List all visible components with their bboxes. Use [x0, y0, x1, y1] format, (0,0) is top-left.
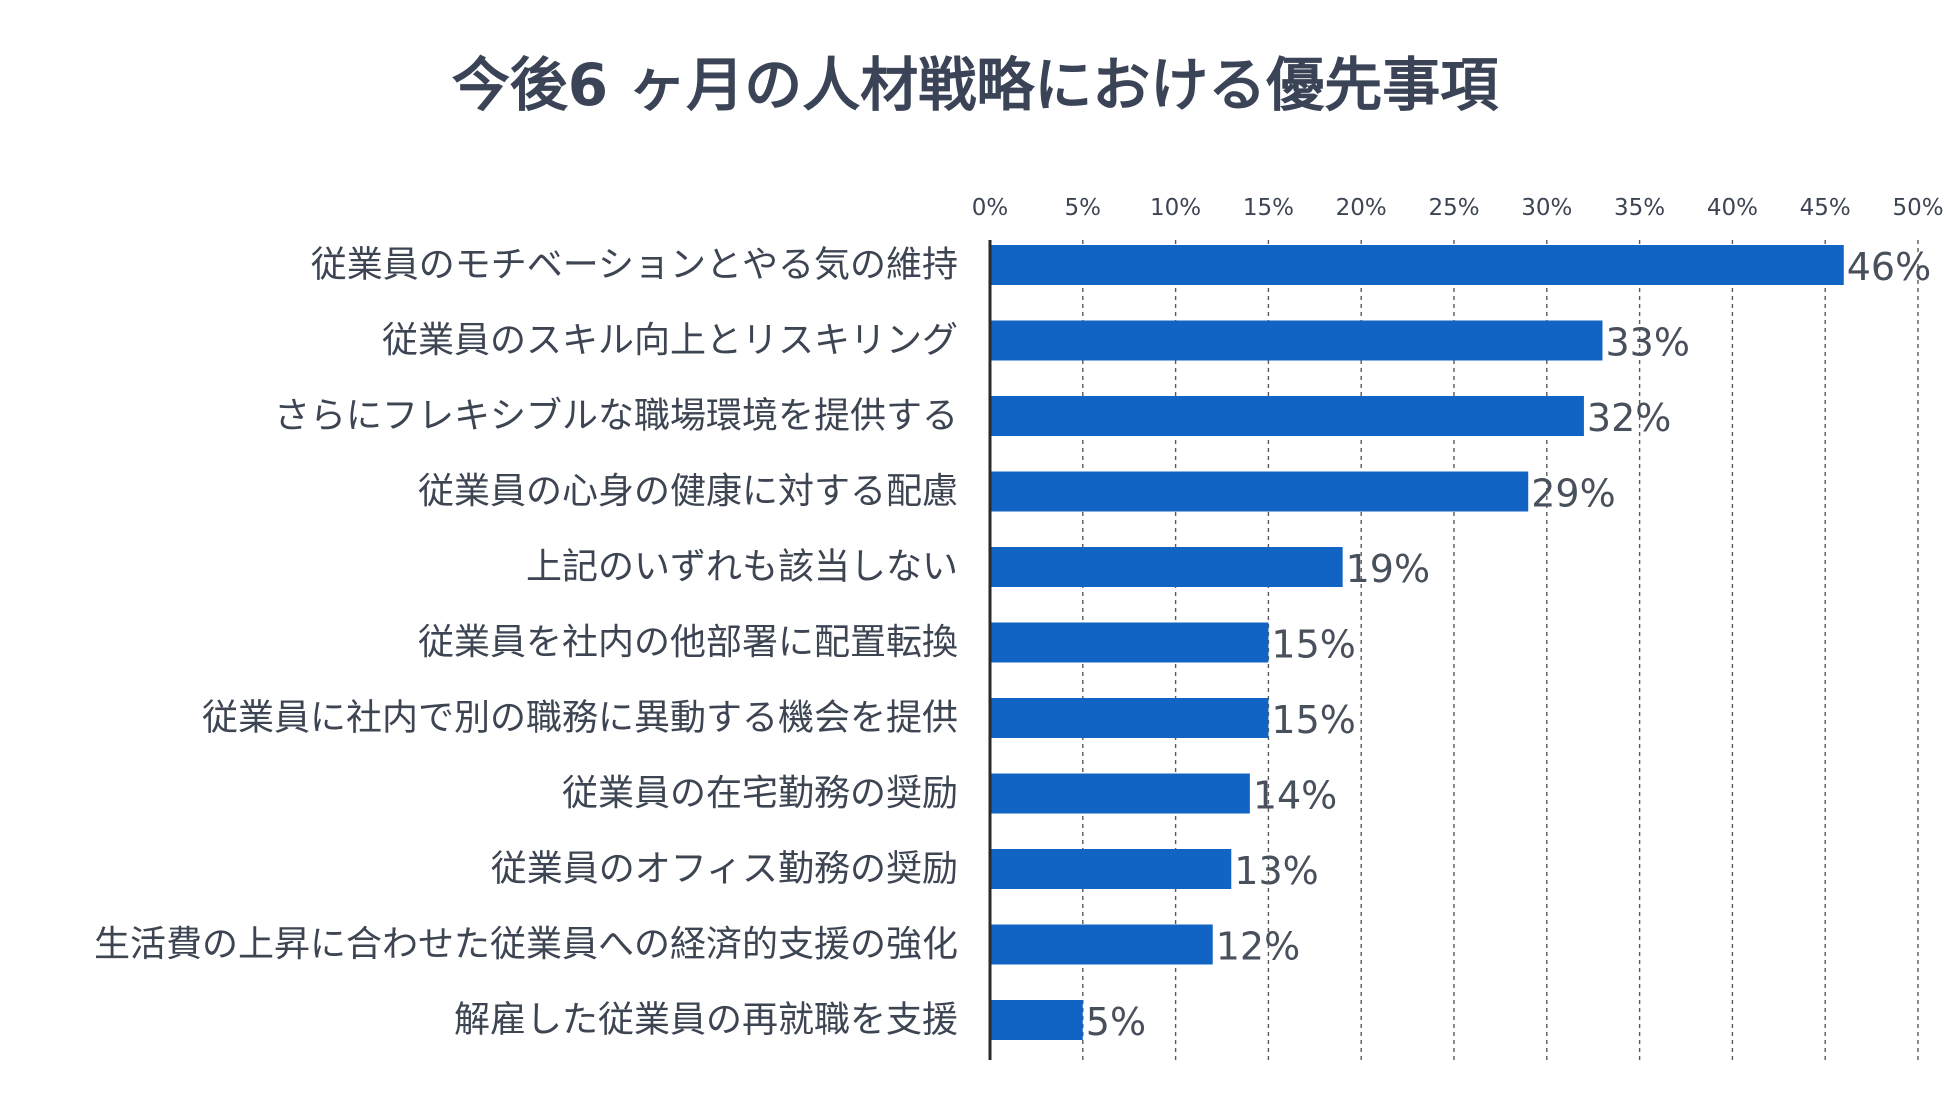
category-label: 従業員のオフィス勤務の奨励 — [491, 849, 958, 890]
x-tick-label: 0% — [972, 195, 1009, 221]
value-label: 19% — [1346, 547, 1430, 591]
bar — [990, 547, 1343, 587]
x-axis-ticks: 0% 5% 10% 15% 20% 25% 30% 35% 40% 45% 50% — [972, 195, 1944, 221]
category-label: 解雇した従業員の再就職を支援 — [454, 1000, 958, 1041]
value-labels: 46% 33% 32% 29% 19% 15% 15% 14% 13% 12% 5% — [1086, 245, 1931, 1044]
category-label: 従業員を社内の他部署に配置転換 — [418, 622, 958, 663]
bar — [990, 849, 1232, 889]
value-label: 32% — [1587, 396, 1671, 440]
category-label: 上記のいずれも該当しない — [526, 547, 958, 588]
x-tick-label: 45% — [1800, 195, 1851, 221]
value-label: 33% — [1605, 321, 1689, 365]
bar — [990, 622, 1269, 663]
category-label: 従業員の心身の健康に対する配慮 — [418, 471, 958, 512]
bar — [990, 924, 1213, 965]
value-label: 15% — [1271, 698, 1355, 742]
category-labels: 従業員のモチベーションとやる気の維持従業員のスキル向上とリスキリングさらにフレキ… — [94, 245, 958, 1041]
x-tick-label: 25% — [1428, 195, 1479, 221]
x-tick-label: 35% — [1614, 195, 1665, 221]
bar — [990, 698, 1269, 738]
value-label: 29% — [1531, 472, 1615, 516]
category-label: さらにフレキシブルな職場環境を提供する — [274, 396, 958, 437]
x-tick-label: 5% — [1065, 195, 1102, 221]
bar — [990, 1000, 1083, 1040]
category-label: 従業員の在宅勤務の奨励 — [562, 773, 958, 814]
x-tick-label: 10% — [1150, 195, 1201, 221]
value-label: 12% — [1216, 925, 1300, 969]
value-label: 13% — [1234, 849, 1318, 893]
category-label: 生活費の上昇に合わせた従業員への経済的支援の強化 — [94, 924, 958, 965]
category-label: 従業員のスキル向上とリスキリング — [382, 320, 958, 361]
bar — [990, 245, 1844, 285]
value-label: 46% — [1847, 245, 1931, 289]
bar — [990, 471, 1529, 512]
chart-title: 今後6 ヶ月の人材戦略における優先事項 — [451, 51, 1499, 119]
value-label: 5% — [1086, 1000, 1146, 1044]
category-label: 従業員のモチベーションとやる気の維持 — [311, 245, 958, 286]
value-label: 14% — [1253, 774, 1337, 818]
x-tick-label: 15% — [1243, 195, 1294, 221]
x-tick-label: 30% — [1521, 195, 1572, 221]
bars — [990, 245, 1844, 1040]
x-tick-label: 40% — [1707, 195, 1758, 221]
bar — [990, 773, 1250, 814]
bar — [990, 396, 1584, 436]
x-tick-label: 20% — [1336, 195, 1387, 221]
bar — [990, 320, 1603, 361]
x-tick-label: 50% — [1892, 195, 1943, 221]
category-label: 従業員に社内で別の職務に異動する機会を提供 — [202, 698, 958, 739]
value-label: 15% — [1271, 623, 1355, 667]
